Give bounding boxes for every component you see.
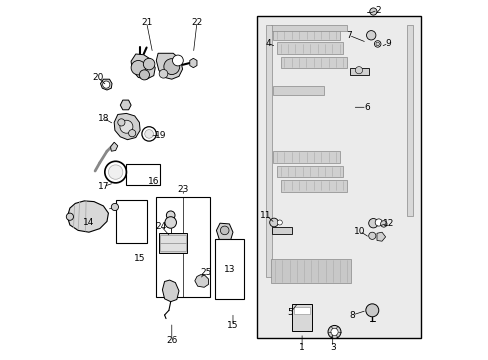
Polygon shape xyxy=(376,232,385,241)
Polygon shape xyxy=(131,54,155,79)
Bar xyxy=(276,42,343,54)
Circle shape xyxy=(166,211,175,220)
Text: 7: 7 xyxy=(346,31,351,40)
Bar xyxy=(160,243,185,251)
Circle shape xyxy=(380,221,386,227)
Bar xyxy=(215,239,244,299)
Bar xyxy=(159,233,186,253)
Text: 18: 18 xyxy=(98,113,109,122)
Text: 21: 21 xyxy=(141,18,152,27)
Text: 15: 15 xyxy=(133,254,145,263)
Polygon shape xyxy=(162,280,179,302)
Circle shape xyxy=(172,55,183,66)
Text: 3: 3 xyxy=(329,343,335,352)
Polygon shape xyxy=(189,58,197,68)
Circle shape xyxy=(369,8,376,15)
Circle shape xyxy=(139,70,149,80)
Text: 15: 15 xyxy=(227,321,238,330)
Text: 4: 4 xyxy=(264,39,270,48)
Text: 25: 25 xyxy=(200,269,211,277)
Bar xyxy=(271,227,291,234)
Bar xyxy=(126,164,159,185)
Circle shape xyxy=(104,161,126,183)
Circle shape xyxy=(164,217,176,228)
Text: 8: 8 xyxy=(349,310,355,320)
Text: 9: 9 xyxy=(385,39,390,48)
Bar xyxy=(273,86,323,95)
Polygon shape xyxy=(120,100,131,110)
Text: 2: 2 xyxy=(374,5,380,14)
Bar xyxy=(349,68,368,75)
Circle shape xyxy=(163,59,179,75)
Bar xyxy=(156,197,209,297)
Text: 13: 13 xyxy=(223,265,235,274)
Circle shape xyxy=(366,31,375,40)
Circle shape xyxy=(131,60,145,75)
Polygon shape xyxy=(156,53,182,79)
Circle shape xyxy=(144,130,153,138)
Bar xyxy=(276,166,343,177)
Circle shape xyxy=(102,81,110,88)
Polygon shape xyxy=(114,113,140,140)
Circle shape xyxy=(330,328,337,336)
Polygon shape xyxy=(110,142,118,151)
Text: 6: 6 xyxy=(363,103,369,112)
Circle shape xyxy=(159,69,167,78)
Text: 11: 11 xyxy=(260,211,271,220)
Text: 10: 10 xyxy=(353,227,365,236)
Bar xyxy=(160,235,185,243)
Bar xyxy=(291,304,311,331)
Polygon shape xyxy=(194,275,208,287)
Text: 19: 19 xyxy=(155,130,166,139)
Text: 26: 26 xyxy=(166,336,177,345)
Bar xyxy=(293,307,309,314)
Bar xyxy=(115,200,147,243)
Circle shape xyxy=(365,304,378,317)
Circle shape xyxy=(118,119,125,126)
Polygon shape xyxy=(216,223,232,239)
Circle shape xyxy=(368,232,375,239)
Bar xyxy=(280,57,346,68)
Text: 5: 5 xyxy=(287,308,293,317)
Bar xyxy=(273,151,339,163)
Text: 17: 17 xyxy=(98,182,109,191)
Text: 23: 23 xyxy=(177,184,188,194)
Text: 22: 22 xyxy=(191,18,202,27)
Bar xyxy=(271,259,350,283)
Circle shape xyxy=(66,213,73,220)
Circle shape xyxy=(355,67,362,74)
Bar xyxy=(271,25,346,31)
Bar xyxy=(257,16,420,338)
Polygon shape xyxy=(101,79,112,90)
Circle shape xyxy=(327,325,340,338)
Bar xyxy=(406,25,412,216)
Text: 16: 16 xyxy=(148,177,159,186)
Circle shape xyxy=(143,58,155,70)
Circle shape xyxy=(368,219,377,228)
Bar xyxy=(265,25,271,277)
Circle shape xyxy=(374,219,382,226)
Circle shape xyxy=(277,220,282,225)
Text: 14: 14 xyxy=(83,218,95,227)
Text: 12: 12 xyxy=(382,219,393,228)
Circle shape xyxy=(220,226,228,235)
Circle shape xyxy=(142,127,156,141)
Circle shape xyxy=(111,203,118,211)
Bar xyxy=(273,28,339,40)
Circle shape xyxy=(375,42,379,46)
Circle shape xyxy=(120,120,133,133)
Circle shape xyxy=(374,41,380,47)
Circle shape xyxy=(269,218,278,227)
Text: 24: 24 xyxy=(155,222,166,231)
Bar xyxy=(280,180,346,192)
Circle shape xyxy=(128,130,136,137)
Text: 20: 20 xyxy=(92,73,103,82)
Circle shape xyxy=(108,165,122,179)
Polygon shape xyxy=(67,201,108,232)
Text: 1: 1 xyxy=(299,343,305,352)
